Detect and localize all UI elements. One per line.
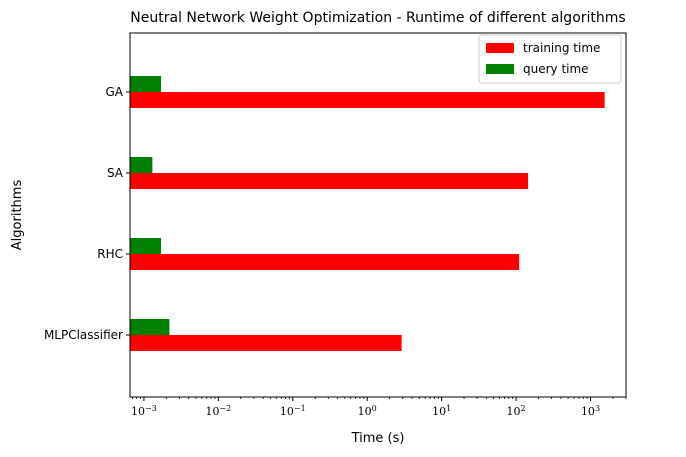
y-tick-label: GA: [105, 85, 123, 99]
bar-training-time: [130, 335, 402, 351]
legend-swatch: [486, 64, 514, 74]
x-ticks-layer: 10−3 10−2 10−1 100 101 102 103: [131, 397, 627, 419]
x-tick-label: 101: [432, 404, 451, 419]
bar-query-time: [130, 76, 162, 92]
bar-query-time: [130, 157, 153, 173]
legend: training time query time: [478, 34, 622, 84]
chart-title: Neutral Network Weight Optimization - Ru…: [130, 10, 625, 26]
x-tick-label: 10−2: [205, 404, 231, 419]
legend-items: training time query time: [486, 41, 600, 76]
bar-training-time: [130, 173, 529, 189]
legend-label: training time: [523, 41, 600, 55]
x-tick-label: 102: [507, 404, 526, 419]
x-axis-label: Time (s): [351, 431, 405, 446]
x-tick-label: 100: [358, 404, 377, 419]
plot-frame: [129, 32, 627, 398]
bars-layer: [130, 76, 605, 351]
bar-query-time: [130, 238, 162, 254]
x-tick-label: 103: [581, 404, 600, 419]
legend-frame: [478, 34, 622, 84]
y-ticks-layer: MLPClassifier RHC SA GA: [44, 85, 130, 342]
y-tick-label: SA: [107, 166, 124, 180]
x-tick-label: 10−1: [280, 404, 306, 419]
legend-swatch: [486, 43, 514, 53]
y-tick-label: RHC: [97, 247, 123, 261]
bar-training-time: [130, 254, 520, 270]
legend-label: query time: [523, 62, 589, 76]
y-tick-label: MLPClassifier: [44, 328, 123, 342]
x-tick-label: 10−3: [131, 404, 157, 419]
y-axis-label: Algorithms: [10, 180, 25, 251]
bar-query-time: [130, 319, 170, 335]
bar-training-time: [130, 92, 605, 108]
